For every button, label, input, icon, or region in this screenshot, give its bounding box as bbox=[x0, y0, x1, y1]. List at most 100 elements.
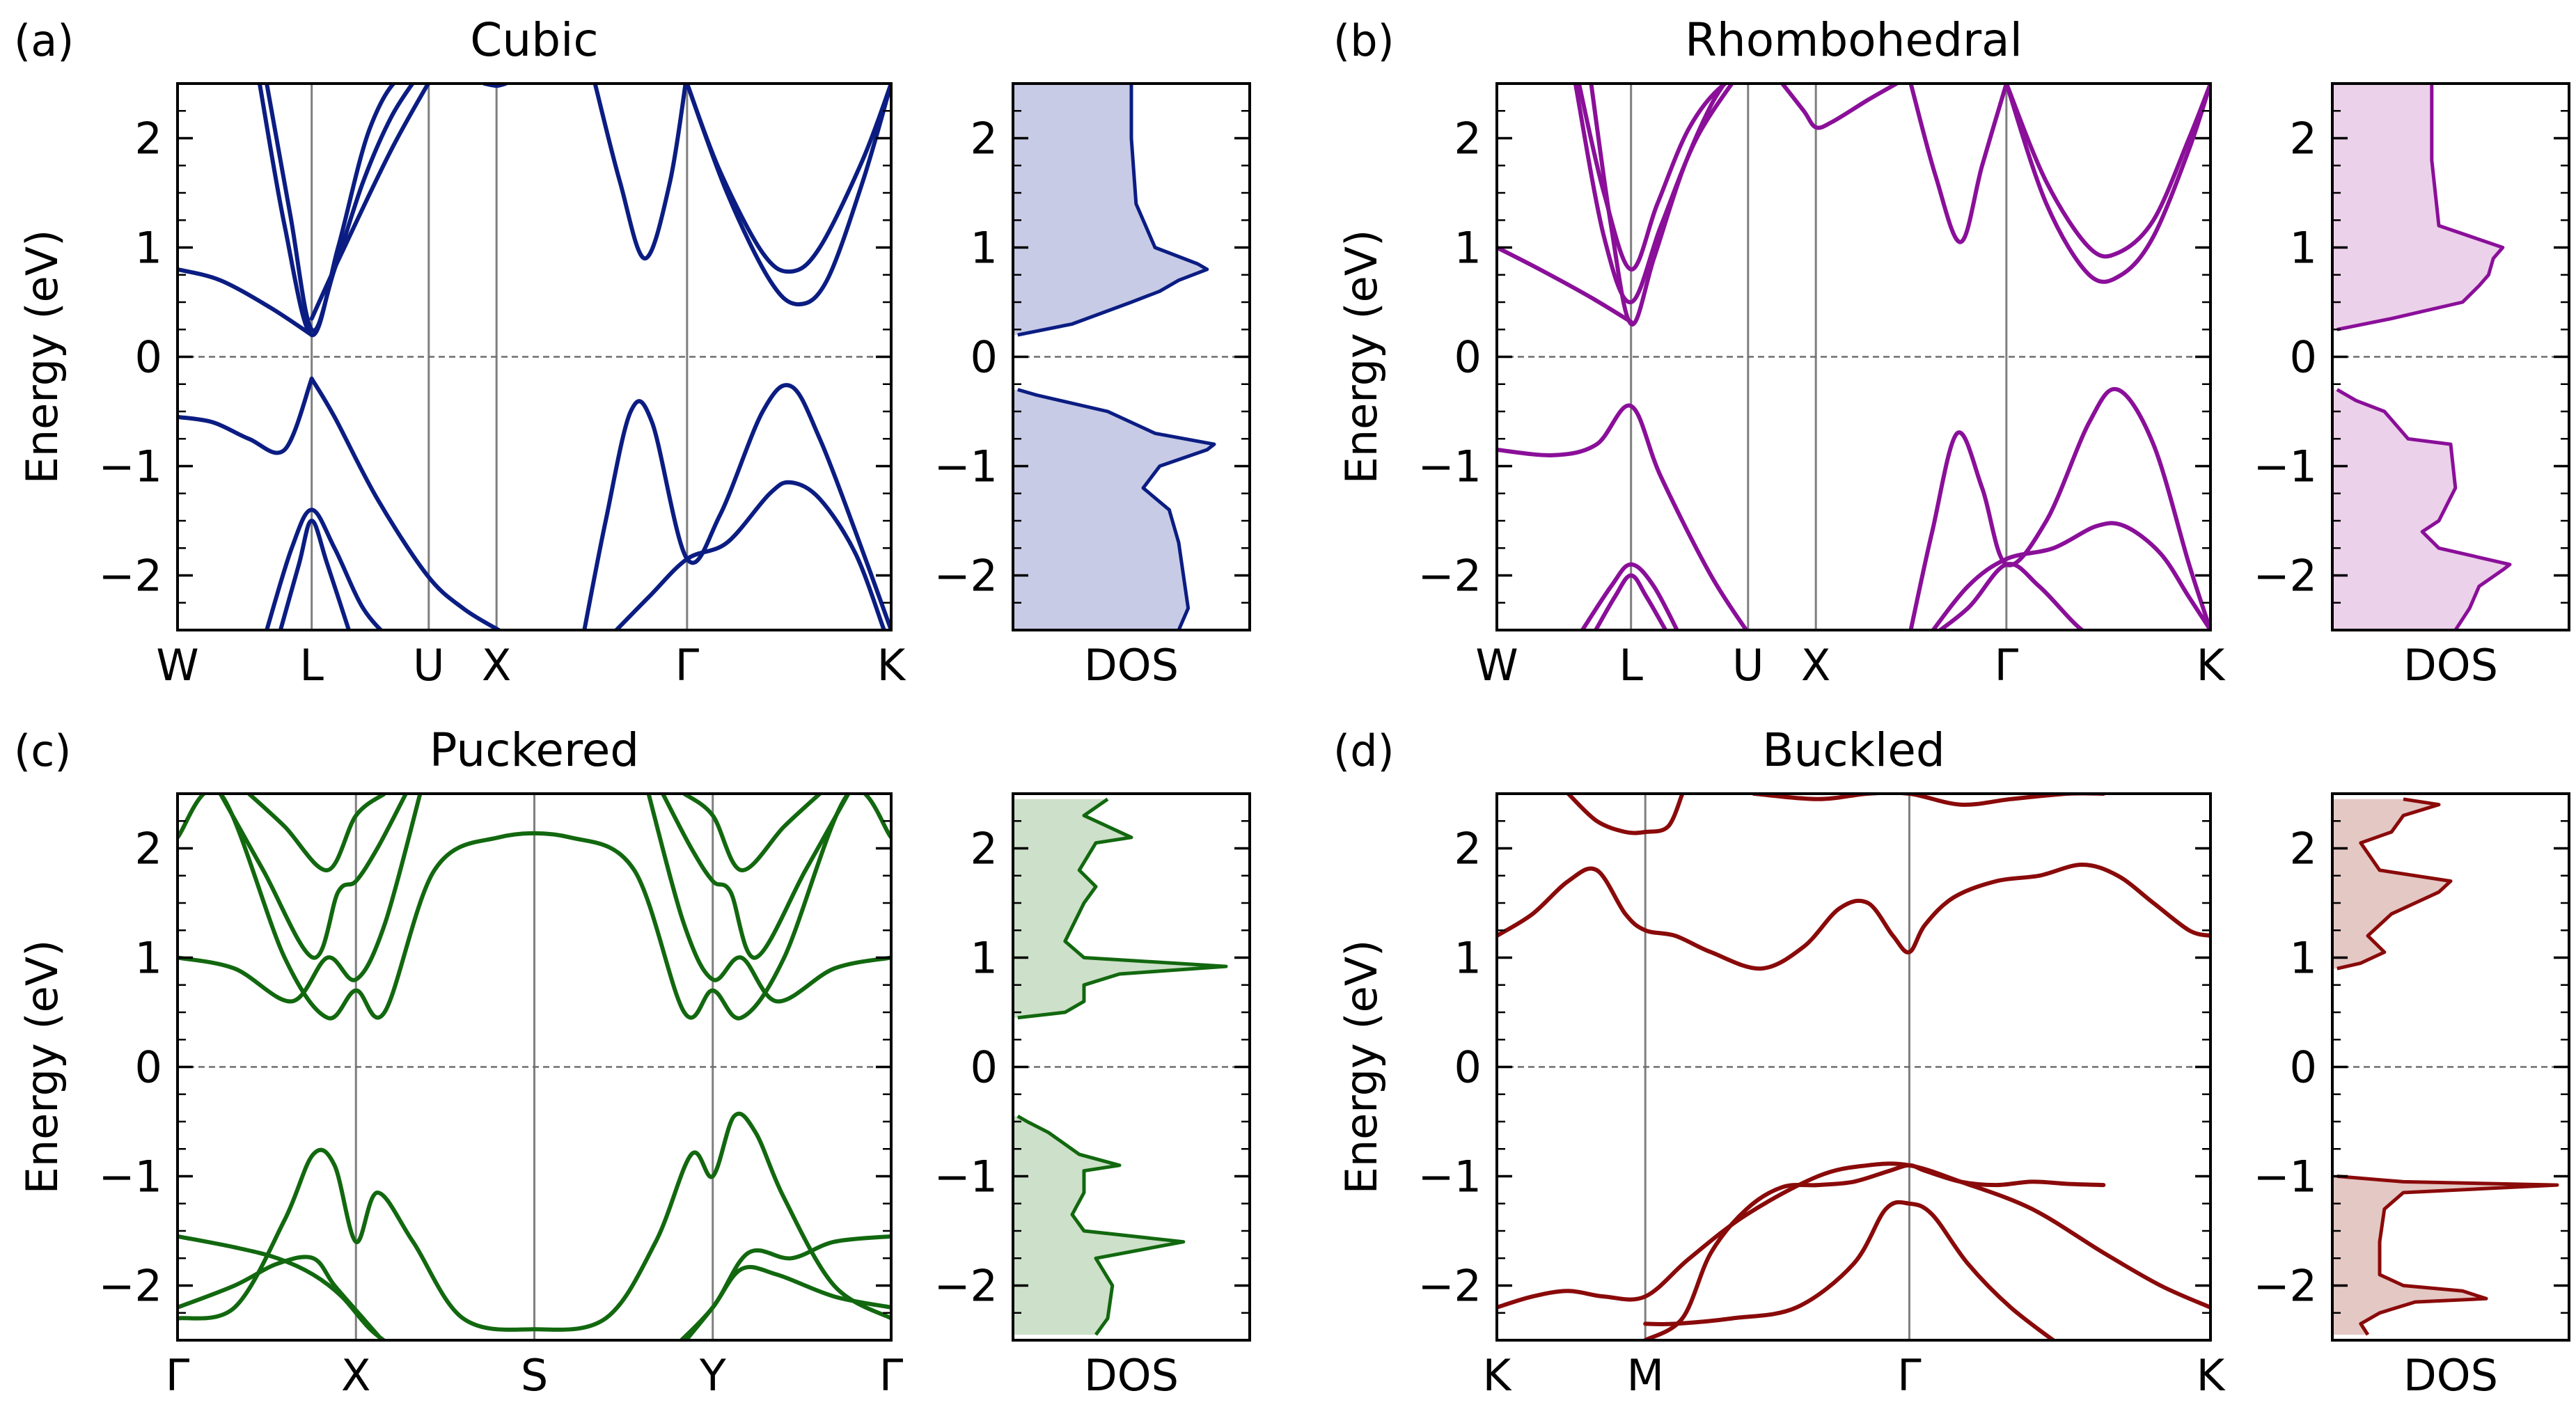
kpoint-label: W bbox=[1475, 640, 1518, 691]
band-line bbox=[1580, 562, 1680, 630]
dos-x-label: DOS bbox=[2403, 640, 2498, 691]
y-tick-label: 2 bbox=[1454, 113, 1482, 164]
y-tick-label: −1 bbox=[1418, 1152, 1482, 1202]
dos-curves bbox=[1013, 797, 1228, 1336]
dos-y-tick-label: 2 bbox=[971, 824, 998, 874]
band-line bbox=[1908, 386, 2210, 630]
band-line bbox=[1497, 403, 1749, 630]
dos-y-tick-label: −1 bbox=[2254, 441, 2317, 492]
panel-label: (d) bbox=[1333, 725, 1395, 776]
dos-curves bbox=[2332, 797, 2559, 1336]
dos-y-tick-label: 2 bbox=[2290, 824, 2317, 874]
dos-y-tick-label: 1 bbox=[2290, 223, 2317, 274]
band-line bbox=[178, 1255, 385, 1340]
band-line bbox=[1497, 1161, 2210, 1310]
kpoint-label: K bbox=[1483, 1350, 1512, 1401]
kpoint-label: K bbox=[877, 640, 906, 691]
y-tick-label: 0 bbox=[135, 332, 162, 383]
dos-line bbox=[1017, 388, 1216, 630]
dos-line bbox=[2337, 797, 2453, 971]
dos-y-tick-label: 1 bbox=[2290, 933, 2317, 984]
dos-y-tick-label: 1 bbox=[971, 223, 998, 274]
y-tick-label: 1 bbox=[135, 933, 162, 984]
panel-label: (c) bbox=[14, 725, 71, 776]
dos-line bbox=[2337, 1175, 2559, 1336]
dos-y-tick-label: −2 bbox=[2254, 1261, 2317, 1312]
kpoint-label: K bbox=[2197, 1350, 2226, 1401]
panel-title: Buckled bbox=[1762, 723, 1945, 777]
kpoint-label: U bbox=[413, 640, 444, 691]
bands bbox=[1497, 84, 2210, 630]
dos-fill bbox=[1013, 84, 1207, 336]
band-line bbox=[2004, 84, 2210, 284]
band-line bbox=[178, 1111, 891, 1332]
kpoint-label: L bbox=[1619, 640, 1643, 691]
kpoint-label: Γ bbox=[879, 1350, 904, 1401]
dos-fill bbox=[2332, 799, 2451, 969]
band-line bbox=[613, 480, 886, 630]
band-line bbox=[1589, 84, 1727, 327]
band-line bbox=[1497, 245, 1633, 324]
dos-y-tick-label: 1 bbox=[971, 933, 998, 984]
panel-a: (a) Cubic Energy (eV) W L U X Γ K −2 −1 0 1 2 −2 −1 0 1 2 D… bbox=[14, 13, 1251, 691]
dos-line bbox=[1017, 797, 1228, 1020]
dos-x-label: DOS bbox=[1084, 640, 1179, 691]
band-line bbox=[246, 794, 387, 872]
panel-label: (a) bbox=[14, 15, 74, 66]
dos-fill bbox=[1013, 1116, 1184, 1335]
dos-fill bbox=[2332, 389, 2510, 630]
band-line bbox=[682, 794, 822, 872]
y-tick-label: 0 bbox=[135, 1042, 162, 1093]
band-line bbox=[1930, 521, 2210, 630]
dos-y-tick-label: −1 bbox=[934, 1152, 998, 1202]
band-line bbox=[678, 1234, 891, 1340]
band-line bbox=[178, 267, 314, 338]
band-line bbox=[1643, 1200, 2057, 1340]
panel-b: (b) Rhombohedral Energy (eV) W L U X Γ K −2 −1 0 1 2 −… bbox=[1333, 13, 2570, 691]
band-line bbox=[2004, 84, 2210, 259]
y-tick-label: 0 bbox=[1454, 1042, 1482, 1093]
band-line bbox=[1780, 84, 1901, 130]
kpoint-label: L bbox=[299, 640, 324, 691]
dos-x-label: DOS bbox=[2403, 1350, 2498, 1401]
panel-title: Rhombohedral bbox=[1685, 13, 2023, 67]
dos-fill bbox=[1013, 389, 1214, 630]
band-line bbox=[683, 1264, 891, 1340]
kpoint-label: Γ bbox=[166, 1350, 190, 1401]
band-line bbox=[1497, 863, 2210, 971]
y-tick-label: −2 bbox=[99, 551, 162, 602]
bands bbox=[178, 84, 891, 630]
band-line bbox=[1936, 562, 2086, 630]
band-line bbox=[1566, 794, 1685, 835]
band-line bbox=[309, 376, 501, 630]
band-line bbox=[646, 794, 891, 1004]
y-tick-label: −2 bbox=[1418, 551, 1482, 602]
dos-fill bbox=[2332, 84, 2503, 330]
kpoint-label: M bbox=[1626, 1350, 1664, 1401]
band-line bbox=[265, 508, 384, 630]
y-tick-label: 1 bbox=[1454, 933, 1482, 984]
band-line bbox=[265, 84, 416, 333]
kpoint-label: Γ bbox=[1995, 640, 2019, 691]
band-line bbox=[1643, 1163, 2106, 1340]
dos-line bbox=[2336, 388, 2512, 630]
dos-y-tick-label: −2 bbox=[2254, 551, 2317, 602]
band-line bbox=[684, 84, 891, 274]
y-axis-label: Energy (eV) bbox=[17, 940, 68, 1195]
dos-y-tick-label: 2 bbox=[971, 113, 998, 164]
dos-line bbox=[1017, 84, 1209, 337]
y-axis-label: Energy (eV) bbox=[17, 230, 68, 485]
dos-y-tick-label: −2 bbox=[934, 1261, 998, 1312]
dos-y-tick-label: 0 bbox=[971, 332, 998, 383]
dos-line bbox=[2337, 84, 2505, 331]
dos-y-tick-label: 2 bbox=[2290, 113, 2317, 164]
kpoint-label: Γ bbox=[675, 640, 700, 691]
dos-y-tick-label: 0 bbox=[2290, 332, 2317, 383]
y-tick-label: 1 bbox=[1454, 223, 1482, 274]
band-line bbox=[684, 84, 891, 307]
band-line bbox=[1593, 573, 1668, 630]
dos-y-tick-label: 0 bbox=[971, 1042, 998, 1093]
band-line bbox=[309, 84, 431, 321]
